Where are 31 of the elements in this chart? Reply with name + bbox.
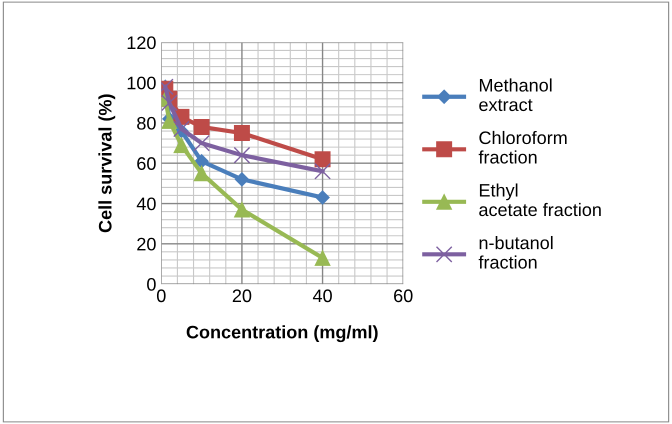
point [234,202,250,218]
point [194,119,210,135]
x-tick-label: 0 [156,289,166,302]
legend-label: n-butanol fraction [478,236,553,269]
legend-label: Chloroform fraction [478,130,567,164]
point [173,137,190,154]
point [173,120,190,138]
y-tick-label: 100 [128,76,156,90]
point [234,172,250,187]
x-axis-title: Concentration (mg/ml) [186,325,378,342]
point [193,134,210,152]
x-tick-label: 60 [394,289,413,302]
x-tick-label: 40 [312,289,332,302]
y-tick-label: 0 [147,278,156,291]
point [315,190,330,205]
legend-label: Methanol extract [479,78,552,112]
point [234,125,250,142]
y-tick-label: 20 [137,238,156,251]
point [314,250,331,266]
y-axis-title: Cell survival (%) [98,94,116,232]
point [194,154,209,168]
x-tick-label: 20 [232,289,252,302]
point [314,162,331,180]
legend-label: Ethyl acetate fraction [479,183,601,216]
y-tick-label: 120 [128,36,156,50]
point [234,146,250,164]
point [161,94,178,112]
point [314,151,331,168]
y-tick-label: 40 [136,197,156,210]
y-tick-label: 80 [137,116,156,130]
y-tick-label: 60 [137,157,156,170]
